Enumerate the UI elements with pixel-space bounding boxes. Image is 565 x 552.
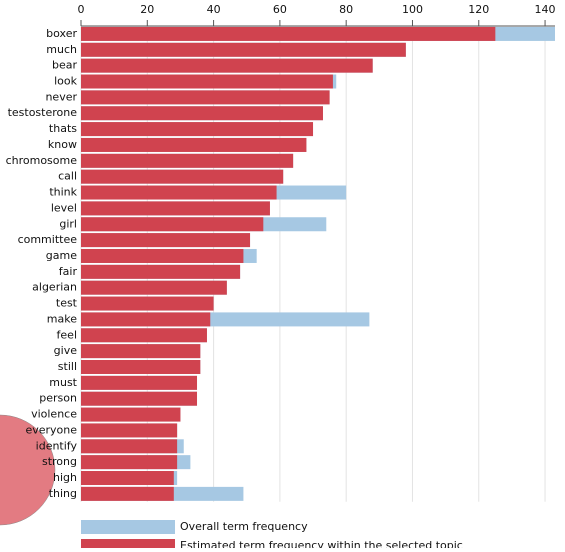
- x-tick-label: 0: [78, 3, 85, 16]
- bar: [81, 42, 406, 57]
- y-tick-label: violence: [31, 408, 77, 421]
- bar: [81, 106, 323, 121]
- x-tick-label: 80: [339, 3, 353, 16]
- legend-swatch: [81, 539, 175, 552]
- y-tick-label: much: [46, 43, 77, 56]
- bar: [81, 90, 330, 105]
- bar: [81, 423, 178, 438]
- x-tick-label: 20: [140, 3, 154, 16]
- y-tick-label: fair: [59, 265, 78, 278]
- legend-swatch: [81, 520, 175, 534]
- y-tick-label: identify: [36, 439, 78, 452]
- x-tick-label: 100: [402, 3, 423, 16]
- bar: [81, 296, 214, 311]
- y-tick-label: thing: [49, 487, 77, 500]
- topic-circle: [0, 414, 56, 526]
- y-tick-label: game: [46, 249, 77, 262]
- bar: [81, 58, 373, 73]
- y-tick-label: high: [53, 471, 77, 484]
- bar: [81, 137, 307, 152]
- bar: [81, 185, 277, 200]
- bar: [81, 233, 251, 248]
- bar: [81, 201, 270, 216]
- y-tick-label: still: [58, 360, 77, 373]
- bar: [81, 391, 198, 406]
- y-tick-label: level: [51, 201, 77, 214]
- y-tick-label: feel: [57, 328, 77, 341]
- y-tick-label: girl: [59, 217, 77, 230]
- bar: [81, 264, 241, 279]
- bar: [81, 26, 496, 41]
- x-tick-label: 60: [273, 3, 287, 16]
- bar: [81, 217, 264, 232]
- y-tick-label: call: [58, 170, 77, 183]
- y-tick-label: chromosome: [6, 154, 78, 167]
- y-tick-label: must: [49, 376, 77, 389]
- bar: [81, 169, 284, 184]
- y-tick-label: everyone: [25, 423, 77, 436]
- y-tick-label: bear: [52, 59, 77, 72]
- bar: [81, 455, 178, 470]
- bar: [81, 407, 181, 422]
- bar: [81, 344, 201, 359]
- y-tick-label: know: [48, 138, 77, 151]
- y-tick-label: think: [49, 186, 77, 199]
- y-tick-label: boxer: [46, 27, 77, 40]
- y-tick-label: give: [54, 344, 78, 357]
- bar: [81, 122, 314, 137]
- y-tick-label: testosterone: [8, 106, 78, 119]
- bar: [81, 375, 198, 390]
- bar: [81, 312, 211, 327]
- bar: [81, 153, 294, 168]
- y-tick-label: thats: [49, 122, 77, 135]
- y-tick-label: test: [56, 297, 78, 310]
- y-tick-label: algerian: [32, 281, 77, 294]
- y-tick-label: look: [54, 75, 78, 88]
- legend-label: Estimated term frequency within the sele…: [180, 539, 463, 548]
- bar: [81, 328, 207, 343]
- y-tick-label: make: [47, 312, 77, 325]
- bar: [81, 439, 178, 454]
- bar: [81, 280, 227, 295]
- x-tick-label: 40: [207, 3, 221, 16]
- y-tick-label: person: [39, 392, 77, 405]
- bar: [81, 486, 174, 501]
- legend-label: Overall term frequency: [180, 520, 308, 533]
- bar: [81, 471, 174, 486]
- x-tick-label: 140: [535, 3, 556, 16]
- y-tick-label: never: [45, 90, 77, 103]
- bar: [81, 359, 201, 374]
- bar: [81, 248, 244, 263]
- x-tick-label: 120: [468, 3, 489, 16]
- bar: [81, 74, 333, 89]
- y-tick-label: committee: [18, 233, 78, 246]
- y-tick-label: strong: [42, 455, 77, 468]
